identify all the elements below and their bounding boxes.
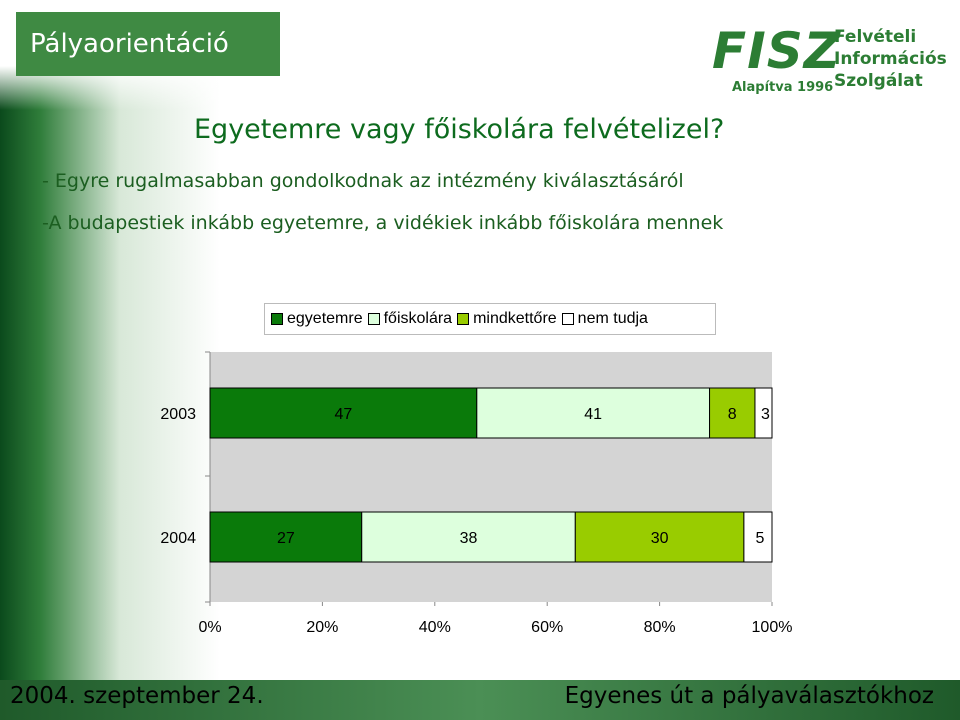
- data-label: 27: [277, 530, 295, 547]
- x-tick-label: 100%: [752, 619, 793, 636]
- legend-label: egyetemre: [287, 310, 363, 327]
- data-label: 38: [460, 530, 478, 547]
- bar-segment: [209, 511, 363, 563]
- data-label: 5: [755, 530, 764, 547]
- bar-segment: [476, 387, 711, 439]
- bar-segment: [574, 511, 745, 563]
- data-label: 30: [651, 530, 669, 547]
- logo-brand: FISZ: [712, 22, 842, 80]
- legend-item-foiskolara: főiskolára: [367, 310, 453, 328]
- bar-segment: [209, 387, 478, 439]
- footer-bar: [0, 680, 960, 720]
- legend-item-egyetemre: egyetemre: [271, 310, 363, 328]
- x-tick-label: 20%: [306, 619, 338, 636]
- logo-text: Felvételi Információs Szolgálat: [834, 26, 947, 92]
- bullet-2: -A budapestiek inkább egyetemre, a vidék…: [42, 212, 724, 234]
- x-tick-label: 0%: [198, 619, 221, 636]
- legend-label: főiskolára: [383, 310, 453, 327]
- data-label: 3: [761, 406, 770, 423]
- headline: Egyetemre vagy főiskolára felvételizel?: [194, 114, 725, 145]
- legend-swatch: [367, 313, 380, 325]
- x-tick-label: 40%: [419, 619, 451, 636]
- bar-segment: [754, 387, 773, 439]
- category-label: 2004: [160, 530, 196, 547]
- bar-segment: [361, 511, 576, 563]
- legend-item-mindkettore: mindkettőre: [457, 310, 557, 328]
- x-tick-label: 60%: [531, 619, 563, 636]
- legend-swatch: [457, 313, 470, 325]
- bar-segment: [709, 387, 756, 439]
- stacked-bar-chart: 0% 20% 40% 60% 80% 100% 47 41 8 3 2003 27 38 30 5 2004: [160, 351, 793, 636]
- logo-line-1: Felvételi: [834, 27, 917, 47]
- footer-slogan: Egyenes út a pályaválasztókhoz: [564, 683, 934, 709]
- logo-line-2: Információs: [834, 49, 947, 69]
- category-label: 2003: [160, 406, 196, 423]
- legend-item-nem-tudja: nem tudja: [561, 310, 648, 328]
- bar-segment: [743, 511, 773, 563]
- x-tick-label: 80%: [644, 619, 676, 636]
- data-label: 41: [584, 406, 602, 423]
- legend-label: nem tudja: [577, 310, 648, 327]
- fisz-logo: FISZ Alapítva 1996 Felvételi Információs…: [712, 22, 947, 102]
- footer-date: 2004. szeptember 24.: [10, 683, 264, 709]
- legend-swatch: [561, 313, 574, 325]
- bullet-1: - Egyre rugalmasabban gondolkodnak az in…: [42, 170, 684, 192]
- chart-legend: egyetemre főiskolára mindkettőre nem tud…: [264, 303, 716, 335]
- legend-swatch: [271, 313, 283, 325]
- page-title: Pályaorientáció: [16, 12, 280, 76]
- legend-label: mindkettőre: [473, 310, 557, 327]
- data-label: 47: [335, 406, 353, 423]
- logo-founded: Alapítva 1996: [732, 80, 834, 95]
- data-label: 8: [728, 406, 737, 423]
- logo-line-3: Szolgálat: [834, 71, 923, 91]
